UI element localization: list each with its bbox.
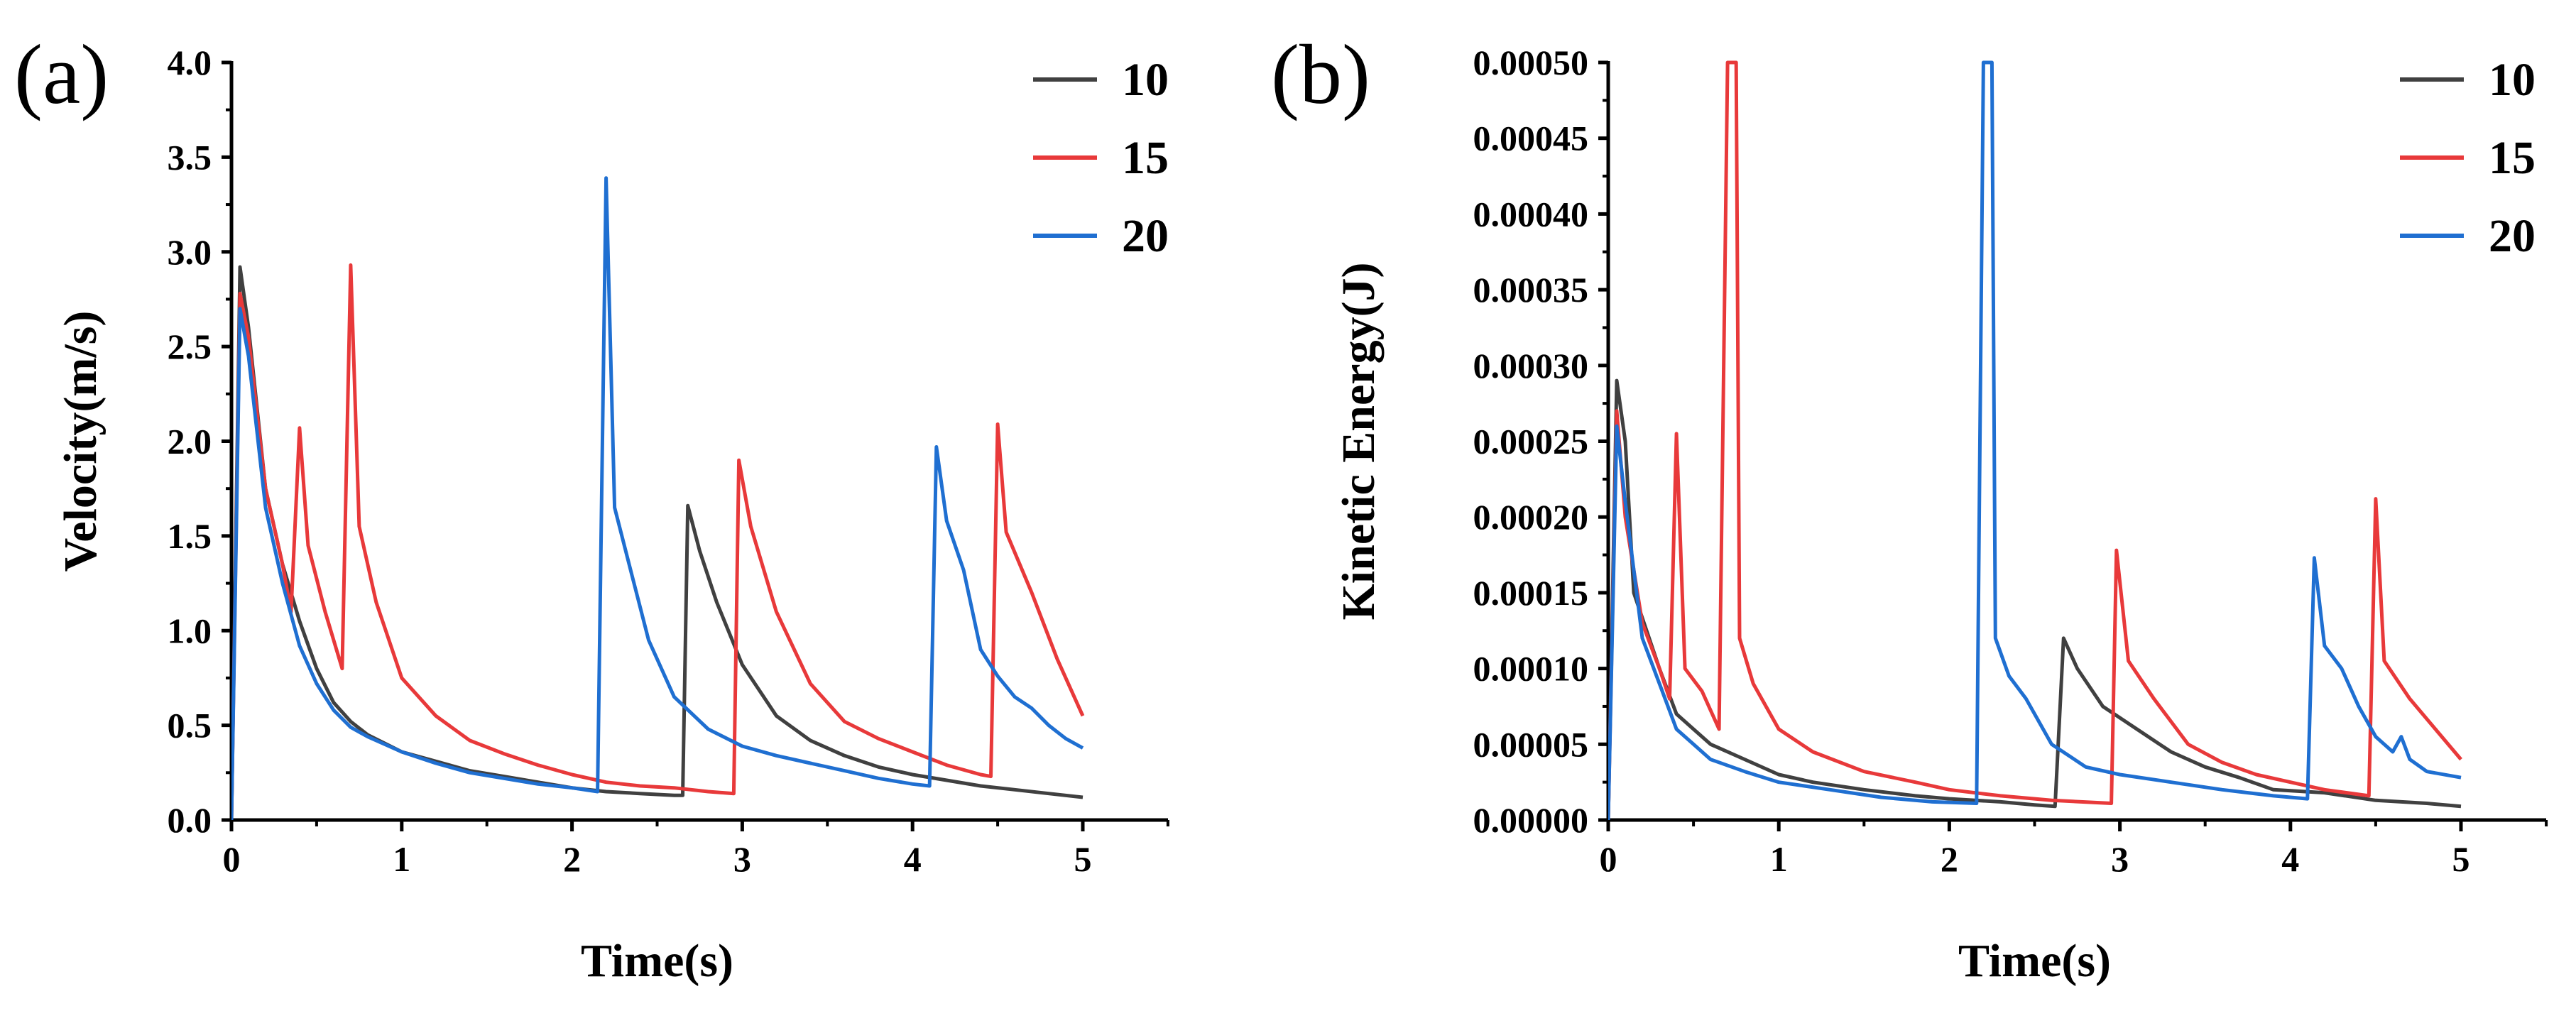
y-tick-label: 0.00045 bbox=[1473, 119, 1589, 158]
y-tick-label: 0.00015 bbox=[1473, 573, 1589, 613]
series-line-20 bbox=[231, 176, 1084, 820]
y-tick-label: 0.00020 bbox=[1473, 497, 1589, 537]
legend-label-15: 15 bbox=[2489, 132, 2536, 184]
y-tick-label: 1.0 bbox=[168, 611, 212, 650]
series-line-20 bbox=[1608, 60, 2462, 820]
x-axis-title: Time(s) bbox=[581, 935, 733, 987]
y-tick-label: 0.00010 bbox=[1473, 649, 1589, 689]
y-tick-label: 0.00025 bbox=[1473, 422, 1589, 461]
x-axis-title: Time(s) bbox=[1958, 935, 2111, 987]
panel-label: (b) bbox=[1271, 27, 1370, 121]
x-tick-label: 2 bbox=[1941, 839, 1958, 879]
x-tick-label: 5 bbox=[2452, 839, 2470, 879]
x-tick-label: 3 bbox=[2111, 839, 2129, 879]
panel-a: (a) 0.0 0.5 1.0 1.5 2.0 2.5 3.0 3.5 4.0 0 1 2 3 4 5 Time… bbox=[14, 27, 1169, 987]
x-tick-label: 1 bbox=[1770, 839, 1788, 879]
x-tick-label: 4 bbox=[904, 839, 922, 879]
series-line-10 bbox=[231, 265, 1084, 820]
y-tick-label: 0.00000 bbox=[1473, 800, 1589, 840]
y-tick-label: 0.00030 bbox=[1473, 346, 1589, 386]
x-tick-label: 2 bbox=[563, 839, 581, 879]
series-line-15 bbox=[1608, 60, 2462, 820]
x-tick-label: 0 bbox=[223, 839, 241, 879]
legend-label-20: 20 bbox=[1122, 210, 1169, 262]
legend-label-15: 15 bbox=[1122, 132, 1169, 184]
x-tick-label: 1 bbox=[393, 839, 410, 879]
y-axis-title: Velocity(m/s) bbox=[55, 311, 107, 572]
panel-label: (a) bbox=[14, 27, 109, 121]
y-tick-label: 0.00050 bbox=[1473, 43, 1589, 82]
y-tick-label: 0.00035 bbox=[1473, 270, 1589, 310]
y-tick-label: 0.00005 bbox=[1473, 724, 1589, 764]
x-tick-label: 0 bbox=[1600, 839, 1617, 879]
y-axis-title: Kinetic Energy(J) bbox=[1333, 262, 1385, 620]
y-tick-label: 3.5 bbox=[168, 137, 212, 177]
y-tick-label: 2.0 bbox=[168, 422, 212, 461]
series-line-15 bbox=[231, 263, 1085, 820]
legend-label-20: 20 bbox=[2489, 210, 2536, 262]
panel-b: (b) 0.00000 0.00005 0.00010 0.00015 0.00020 0.… bbox=[1271, 27, 2548, 987]
x-tick-label: 3 bbox=[733, 839, 751, 879]
series-line-10 bbox=[1608, 378, 2462, 820]
y-tick-label: 3.0 bbox=[168, 232, 212, 272]
y-tick-label: 1.5 bbox=[168, 516, 212, 556]
y-tick-label: 0.00040 bbox=[1473, 194, 1589, 234]
x-tick-label: 5 bbox=[1074, 839, 1092, 879]
x-tick-label: 4 bbox=[2281, 839, 2299, 879]
legend-label-10: 10 bbox=[2489, 54, 2536, 106]
y-tick-label: 2.5 bbox=[168, 327, 212, 366]
y-tick-label: 0.0 bbox=[168, 800, 212, 840]
y-tick-label: 0.5 bbox=[168, 706, 212, 745]
y-tick-label: 4.0 bbox=[168, 43, 212, 82]
legend-label-10: 10 bbox=[1122, 54, 1169, 106]
